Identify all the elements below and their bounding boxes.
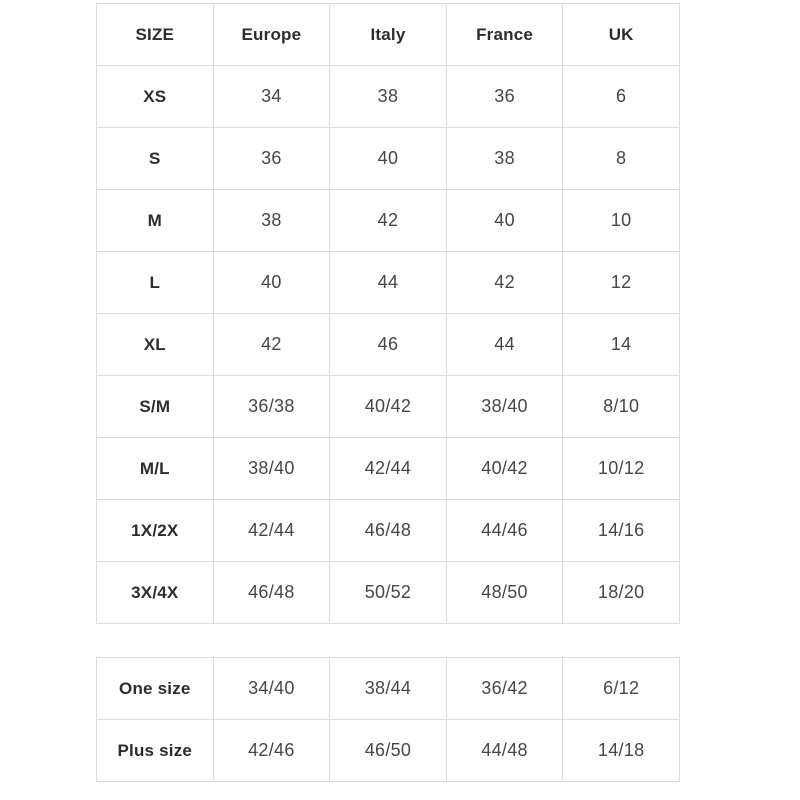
table-header: SIZE Europe Italy France UK [96,3,680,66]
size-value: 46/50 [329,719,447,782]
size-value: 46 [329,313,447,376]
table-row: S 36 40 38 8 [96,127,680,190]
size-value: 14 [562,313,680,376]
size-value: 46/48 [212,561,331,624]
size-value: 36/42 [445,657,564,720]
table-body: XS 34 38 36 6 S 36 40 38 8 M 38 42 40 10 L 40 44 42 12 XL 42 4… [96,65,680,624]
size-value: 38/44 [329,657,447,720]
column-header: UK [562,3,680,66]
size-value: 42/44 [329,437,447,500]
table-row: S/M 36/38 40/42 38/40 8/10 [96,375,680,438]
size-value: 18/20 [562,561,680,624]
size-value: 42 [445,251,564,314]
size-label: S [96,127,214,190]
size-value: 44/48 [445,719,564,782]
size-value: 40 [445,189,564,252]
size-value: 46/48 [329,499,447,562]
size-value: 44/46 [445,499,564,562]
header-row: SIZE Europe Italy France UK [96,3,680,66]
column-header: Europe [212,3,331,66]
size-label: 3X/4X [96,561,214,624]
column-header: France [445,3,564,66]
size-value: 14/18 [562,719,680,782]
table-body: One size 34/40 38/44 36/42 6/12 Plus size 42/4… [96,657,680,782]
column-header: Italy [329,3,447,66]
table-row: XL 42 46 44 14 [96,313,680,376]
size-value: 50/52 [329,561,447,624]
table-gap [96,624,680,657]
table-row: L 40 44 42 12 [96,251,680,314]
size-value: 10/12 [562,437,680,500]
size-value: 40/42 [329,375,447,438]
size-value: 6 [562,65,680,128]
size-value: 6/12 [562,657,680,720]
table-row: Plus size 42/46 46/50 44/48 14/18 [96,719,680,782]
size-value: 8 [562,127,680,190]
size-value: 36/38 [212,375,331,438]
size-value: 36 [445,65,564,128]
size-value: 44 [445,313,564,376]
size-label: Plus size [96,719,214,782]
size-label: XL [96,313,214,376]
size-value: 42 [329,189,447,252]
table-row: XS 34 38 36 6 [96,65,680,128]
size-value: 42/46 [212,719,331,782]
size-value: 40 [212,251,331,314]
size-value: 40 [329,127,447,190]
table-row: M/L 38/40 42/44 40/42 10/12 [96,437,680,500]
size-value: 38/40 [212,437,331,500]
table-row: One size 34/40 38/44 36/42 6/12 [96,657,680,720]
size-label: L [96,251,214,314]
size-conversion-table: SIZE Europe Italy France UK XS 34 38 36 6 S 36 40 38… [96,3,680,624]
size-value: 14/16 [562,499,680,562]
size-value: 38 [212,189,331,252]
size-value: 48/50 [445,561,564,624]
size-value: 42 [212,313,331,376]
size-value: 38/40 [445,375,564,438]
size-value: 10 [562,189,680,252]
size-label: M [96,189,214,252]
size-value: 38 [329,65,447,128]
size-label: One size [96,657,214,720]
size-value: 34/40 [212,657,331,720]
size-value: 8/10 [562,375,680,438]
size-value: 34 [212,65,331,128]
size-label: 1X/2X [96,499,214,562]
size-value: 36 [212,127,331,190]
size-label: M/L [96,437,214,500]
table-row: 3X/4X 46/48 50/52 48/50 18/20 [96,561,680,624]
size-value: 42/44 [212,499,331,562]
size-value: 38 [445,127,564,190]
size-value: 40/42 [445,437,564,500]
size-label: XS [96,65,214,128]
size-value: 12 [562,251,680,314]
size-label: S/M [96,375,214,438]
column-header: SIZE [96,3,214,66]
size-value: 44 [329,251,447,314]
special-sizes-table: One size 34/40 38/44 36/42 6/12 Plus size 42/4… [96,657,680,782]
table-row: M 38 42 40 10 [96,189,680,252]
size-chart: SIZE Europe Italy France UK XS 34 38 36 6 S 36 40 38… [96,3,680,782]
table-row: 1X/2X 42/44 46/48 44/46 14/16 [96,499,680,562]
